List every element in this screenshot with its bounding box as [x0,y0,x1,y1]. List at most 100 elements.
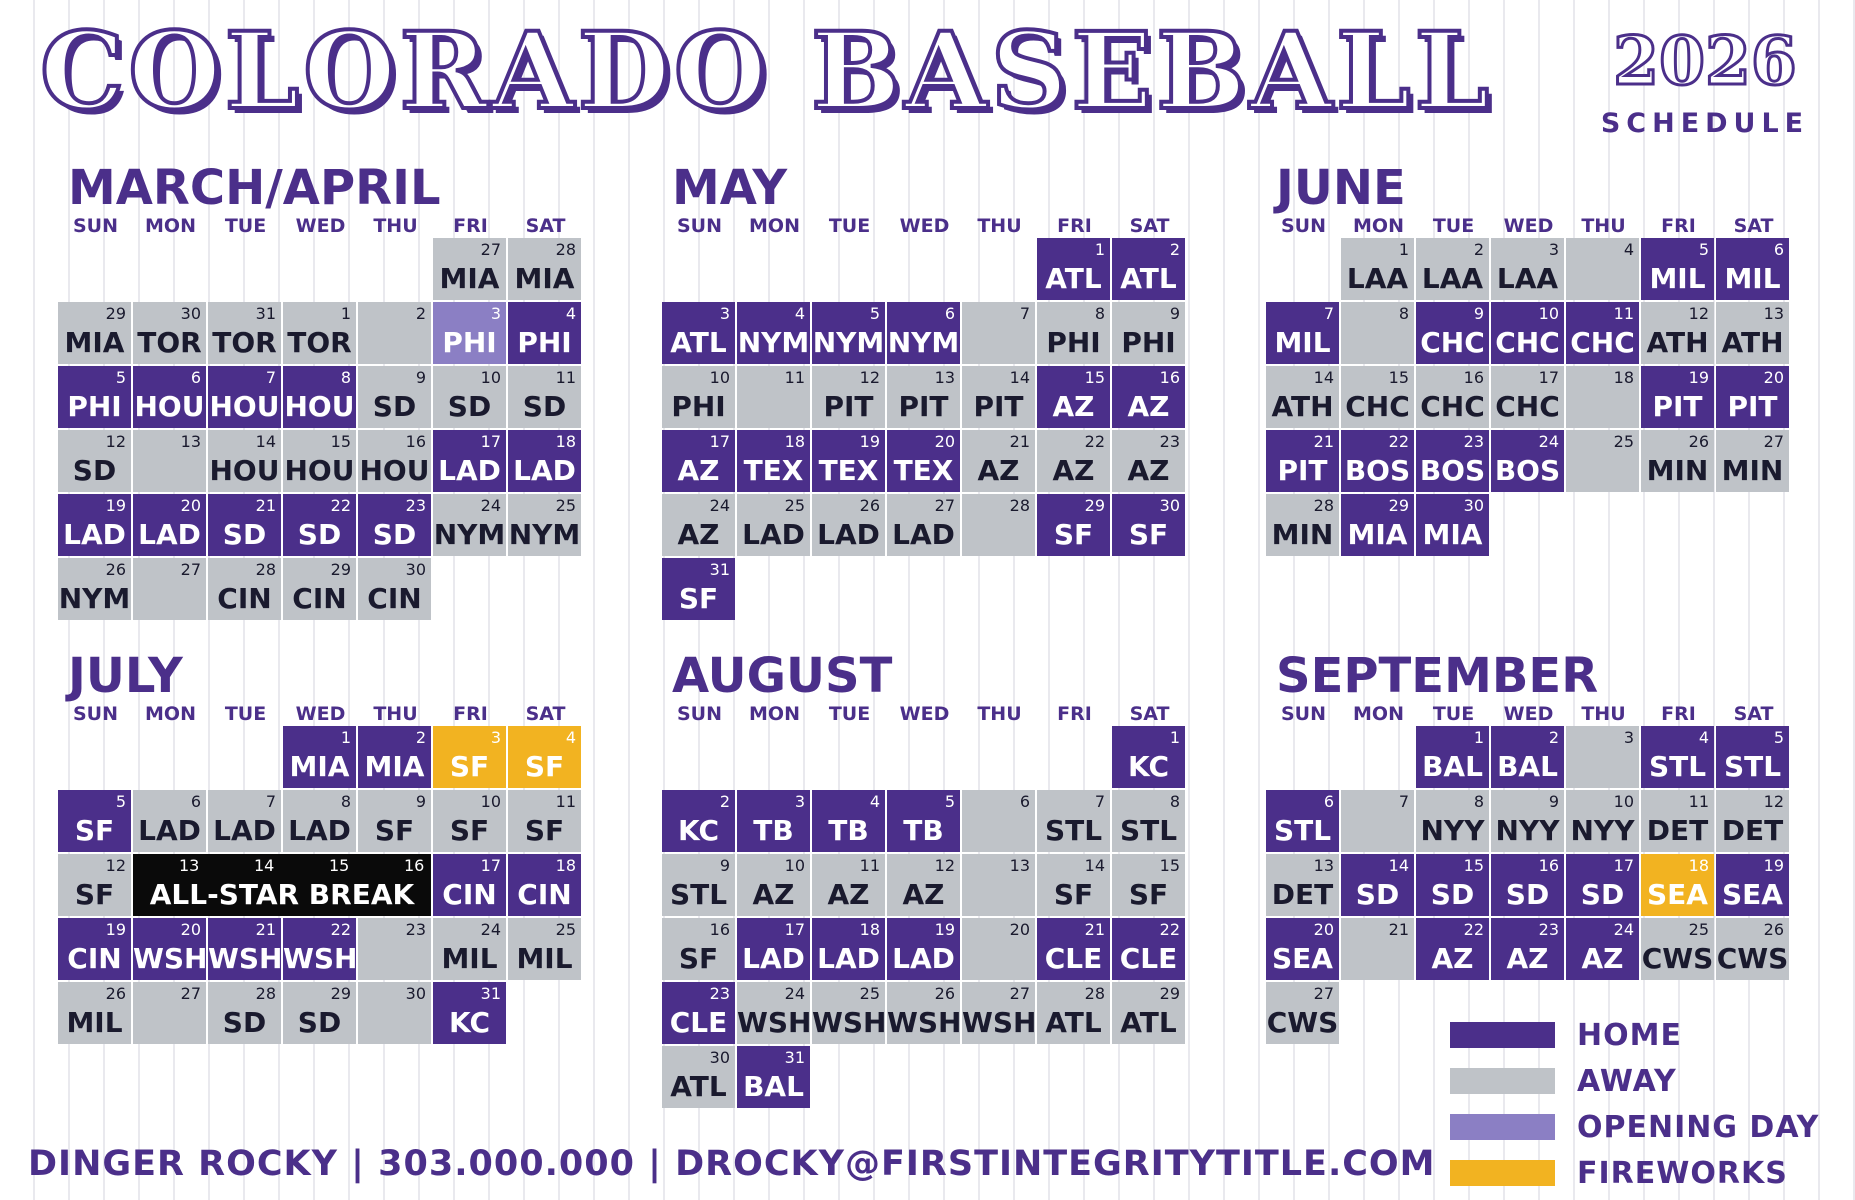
day-number: 24 [480,920,501,939]
game-cell: 24 WSH [737,982,811,1044]
weekday-label: SAT [1733,215,1774,237]
opponent-label: SEA [1722,878,1783,911]
game-cell: 9 STL [662,854,735,916]
opponent-label: CIN [67,942,122,975]
day-number: 2 [1548,728,1559,747]
game-cell: 24 AZ [1566,918,1639,980]
day-number: 20 [180,496,201,515]
game-cell: 16 SF [662,918,735,980]
game-cell: 17 CIN [433,854,506,916]
opponent-label: MIA [514,262,575,295]
game-cell: 31 KC [433,982,506,1044]
day-number: 10 [709,368,730,387]
opponent-label: CWS [1266,1006,1339,1039]
opponent-label: CHC [1495,390,1560,423]
opponent-label: MIL [66,1006,123,1039]
game-cell: 12 PIT [812,366,885,428]
game-cell: 14 SD [1341,854,1414,916]
weekday-label: TUE [224,215,267,237]
opponent-label: WSH [887,1006,962,1039]
opponent-label: MIA [1422,518,1483,551]
legend-item-away: AWAY [1450,1058,1819,1104]
opponent-label: SF [1053,518,1094,551]
opponent-label: PHI [671,390,726,423]
weekday-label: SUN [1280,215,1326,237]
opponent-label: AZ [752,878,795,911]
game-cell: 13 PIT [887,366,960,428]
day-number: 9 [1473,304,1484,323]
game-cell: 27 [133,558,206,620]
opponent-label: CIN [292,582,347,615]
opponent-label: LAA [1346,262,1409,295]
day-number: 24 [1538,432,1559,451]
opponent-label: TB [753,814,794,847]
day-number: 28 [1009,496,1030,515]
day-number: 12 [859,368,880,387]
day-number: 12 [105,856,126,875]
opponent-label: LAA [1421,262,1484,295]
day-number: 22 [330,920,351,939]
day-number: 27 [180,984,201,1003]
game-cell: 2 KC [662,790,735,852]
game-cell: 20 LAD [133,494,206,556]
game-cell: 8 HOU [283,366,356,428]
opponent-label: CLE [1119,942,1178,975]
game-cell: 5 STL [1716,726,1789,788]
game-cell: 1 TOR [283,302,356,364]
game-cell: 8 STL [1112,790,1185,852]
game-cell: 7 HOU [208,366,281,428]
opponent-label: NYM [433,518,506,551]
month-may: MAY SUN MON TUE WED THU FRI SAT 1 ATL 2 ATL… [662,162,1192,628]
day-number: 3 [490,304,501,323]
month-name: JULY [68,648,183,704]
weekday-label: SUN [72,703,118,725]
day-number: 19 [1688,368,1709,387]
game-cell: 22 AZ [1416,918,1489,980]
day-number: 22 [330,496,351,515]
opponent-label: SD [297,518,342,551]
opponent-label: HOU [359,454,430,487]
game-cell: 8 [1341,302,1414,364]
day-number: 6 [190,368,201,387]
weekday-header: SUN MON TUE WED THU FRI SAT [1266,214,1796,238]
day-number: 1 [1398,240,1409,259]
game-cell: 23 BOS [1416,430,1489,492]
opponent-label: ATL [1120,262,1177,295]
opponent-label: AZ [827,878,870,911]
month-june: JUNE SUN MON TUE WED THU FRI SAT 1 LAA 2 LA… [1266,162,1796,628]
game-cell: 17 CHC [1491,366,1564,428]
day-number: 20 [1009,920,1030,939]
day-number: 17 [1538,368,1559,387]
opponent-label: SF [524,814,565,847]
day-number: 26 [1688,432,1709,451]
weekday-label: SUN [676,215,722,237]
opponent-label: MIA [439,262,500,295]
day-number: 27 [480,240,501,259]
day-number: 4 [565,728,576,747]
opponent-label: MIA [364,750,425,783]
game-cell: 5 MIL [1641,238,1714,300]
game-cell: 21 CLE [1037,918,1110,980]
day-number: 13 [180,432,201,451]
game-cell: 15 SD [1416,854,1489,916]
game-cell: 25 MIL [508,918,581,980]
game-cell: 26 CWS [1716,918,1789,980]
game-cell: 30 MIA [1416,494,1489,556]
day-number: 14 [1313,368,1334,387]
weekday-label: THU [1581,215,1626,237]
opponent-label: SF [74,878,115,911]
game-cell: 18 LAD [508,430,581,492]
opponent-label: KC [449,1006,490,1039]
month-august: AUGUST SUN MON TUE WED THU FRI SAT 1 KC 2 K… [662,650,1192,1116]
day-number: 21 [1009,432,1030,451]
day-number: 11 [784,368,805,387]
game-cell: 20 [962,918,1035,980]
game-cell: 4 SF [508,726,581,788]
game-cell: 26 MIL [58,982,131,1044]
opponent-label: TOR [287,326,352,359]
game-cell: 1 ATL [1037,238,1110,300]
opponent-label: HOU [284,454,355,487]
game-cell: 7 STL [1037,790,1110,852]
month-july: JULY SUN MON TUE WED THU FRI SAT 1 MIA 2 MI… [58,650,588,1116]
day-number: 19 [934,920,955,939]
